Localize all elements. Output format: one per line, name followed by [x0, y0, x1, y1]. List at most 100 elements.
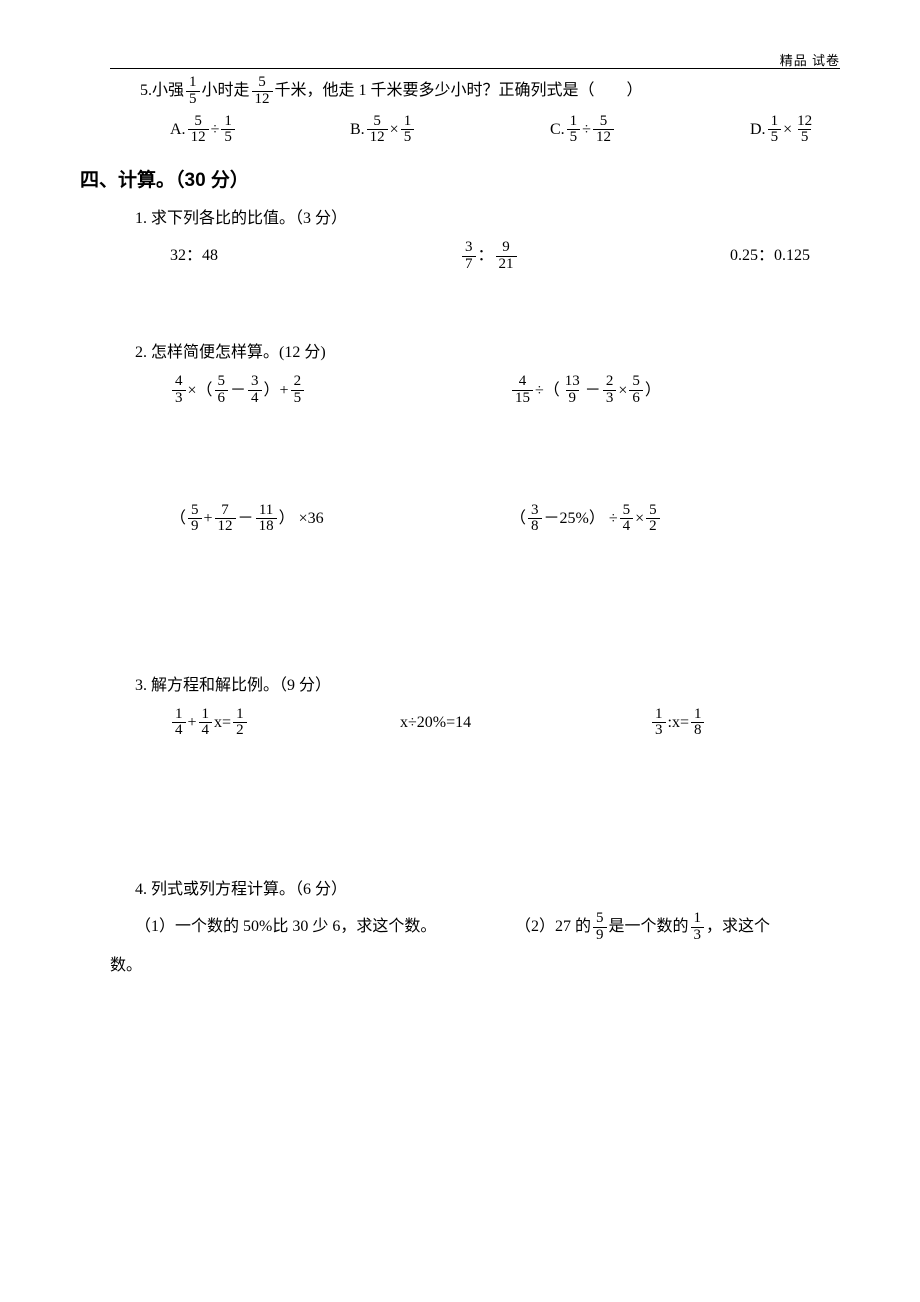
frac: 415: [512, 374, 533, 407]
t: ÷（: [535, 378, 560, 404]
header-right: 精品 试卷: [780, 50, 840, 69]
q5-time-frac: 1 5: [186, 75, 200, 108]
frac-num: 1: [186, 75, 200, 91]
frac-den: 2: [233, 722, 247, 739]
frac-den: 9: [566, 390, 580, 407]
s4p3-heading: 3. 解方程和解比例。（9 分）: [135, 673, 840, 699]
frac-den: 4: [172, 722, 186, 739]
frac-num: 1: [691, 911, 705, 927]
frac-den: 5: [768, 129, 782, 146]
s4p2-heading: 2. 怎样简便怎样算。(12 分): [135, 340, 840, 366]
frac: 56: [629, 374, 643, 407]
frac: 56: [215, 374, 229, 407]
frac: 37: [462, 240, 476, 273]
s4p4-q2-tail: 数。: [110, 953, 840, 979]
frac-num: 1: [233, 707, 247, 723]
q5-choices: A. 512 ÷ 15 B. 512 × 15 C. 15 ÷ 512 D. 1…: [170, 114, 840, 147]
frac: 921: [496, 240, 517, 273]
frac-den: 18: [256, 518, 277, 535]
frac: 34: [248, 374, 262, 407]
s4p1-items: 32：48 37 ： 921 0.25：0.125: [170, 240, 840, 273]
frac-den: 5: [221, 129, 235, 146]
frac: 14: [199, 707, 213, 740]
frac-num: 1: [768, 114, 782, 130]
frac-num: 9: [499, 240, 513, 256]
frac-den: 8: [691, 722, 705, 739]
choice-a: A. 512 ÷ 15: [170, 114, 340, 147]
op: ÷: [582, 117, 591, 143]
frac: 18: [691, 707, 705, 740]
frac: 54: [620, 503, 634, 536]
sep: ：: [478, 243, 494, 269]
s4p3-c: 13 :x= 18: [650, 707, 706, 740]
frac: 15: [401, 114, 415, 147]
frac: 15: [768, 114, 782, 147]
frac-den: 3: [691, 927, 705, 944]
frac-den: 15: [512, 390, 533, 407]
frac-num: 4: [516, 374, 530, 390]
t: ） ×36: [279, 506, 324, 532]
frac: 52: [646, 503, 660, 536]
frac-den: 4: [248, 390, 262, 407]
q5-prefix: 小强: [152, 78, 184, 104]
t: （2）27 的: [515, 914, 591, 940]
t: :x=: [668, 710, 689, 736]
frac: 712: [215, 503, 236, 536]
frac-num: 5: [593, 911, 607, 927]
frac-num: 5: [597, 114, 611, 130]
frac-den: 5: [401, 129, 415, 146]
frac-den: 6: [629, 390, 643, 407]
frac: 59: [593, 911, 607, 944]
frac-den: 12: [215, 518, 236, 535]
t: ）: [645, 378, 661, 404]
frac-num: 5: [191, 114, 205, 130]
t: （: [510, 506, 526, 532]
frac-num: 12: [794, 114, 815, 130]
frac-num: 13: [562, 374, 583, 390]
frac-den: 7: [462, 256, 476, 273]
frac-den: 9: [188, 518, 202, 535]
frac-den: 5: [567, 129, 581, 146]
t: +: [188, 710, 197, 736]
s4p4-row: （1）一个数的 50%比 30 少 6，求这个数。 （2）27 的 59 是一个…: [135, 911, 840, 944]
t: 是一个数的: [609, 914, 689, 940]
frac-den: 4: [620, 518, 634, 535]
choice-label: D.: [750, 117, 766, 143]
frac-den: 4: [199, 722, 213, 739]
frac-num: 5: [255, 75, 269, 91]
op: ÷: [211, 117, 220, 143]
s4p2-r1a: 43 ×（ 56 － 34 ）+ 25: [170, 374, 500, 407]
t: －25%） ÷: [544, 506, 618, 532]
frac: 38: [528, 503, 542, 536]
op: ×: [783, 117, 792, 143]
choice-c: C. 15 ÷ 512: [550, 114, 740, 147]
frac-num: 1: [567, 114, 581, 130]
t: +: [204, 506, 213, 532]
frac: 13: [652, 707, 666, 740]
frac-den: 5: [291, 390, 305, 407]
frac-den: 2: [646, 518, 660, 535]
t: ×（: [188, 378, 213, 404]
s4p4-q2: （2）27 的 59 是一个数的 13 ，求这个: [515, 911, 770, 944]
s4p3-b: x÷20%=14: [400, 707, 640, 740]
s4p4-q1: （1）一个数的 50%比 30 少 6，求这个数。: [135, 914, 515, 940]
frac-num: 5: [629, 374, 643, 390]
t: ）+: [264, 378, 289, 404]
frac-num: 1: [652, 707, 666, 723]
frac: 25: [291, 374, 305, 407]
s4p1-a: 32：48: [170, 240, 450, 273]
t: ×: [635, 506, 644, 532]
frac-num: 1: [199, 707, 213, 723]
q5-mid1: 小时走: [202, 78, 250, 104]
t: －: [230, 378, 246, 404]
frac: 139: [562, 374, 583, 407]
frac-den: 12: [252, 91, 273, 108]
frac-den: 9: [593, 927, 607, 944]
frac-num: 5: [370, 114, 384, 130]
frac: 15: [221, 114, 235, 147]
choice-label: B.: [350, 117, 365, 143]
op: ×: [390, 117, 399, 143]
section4-title: 四、计算。（30 分）: [80, 166, 840, 196]
choice-b: B. 512 × 15: [350, 114, 540, 147]
q5-stem: 5. 小强 1 5 小时走 5 12 千米，他走 1 千米要多少小时？正确列式是…: [140, 75, 840, 108]
